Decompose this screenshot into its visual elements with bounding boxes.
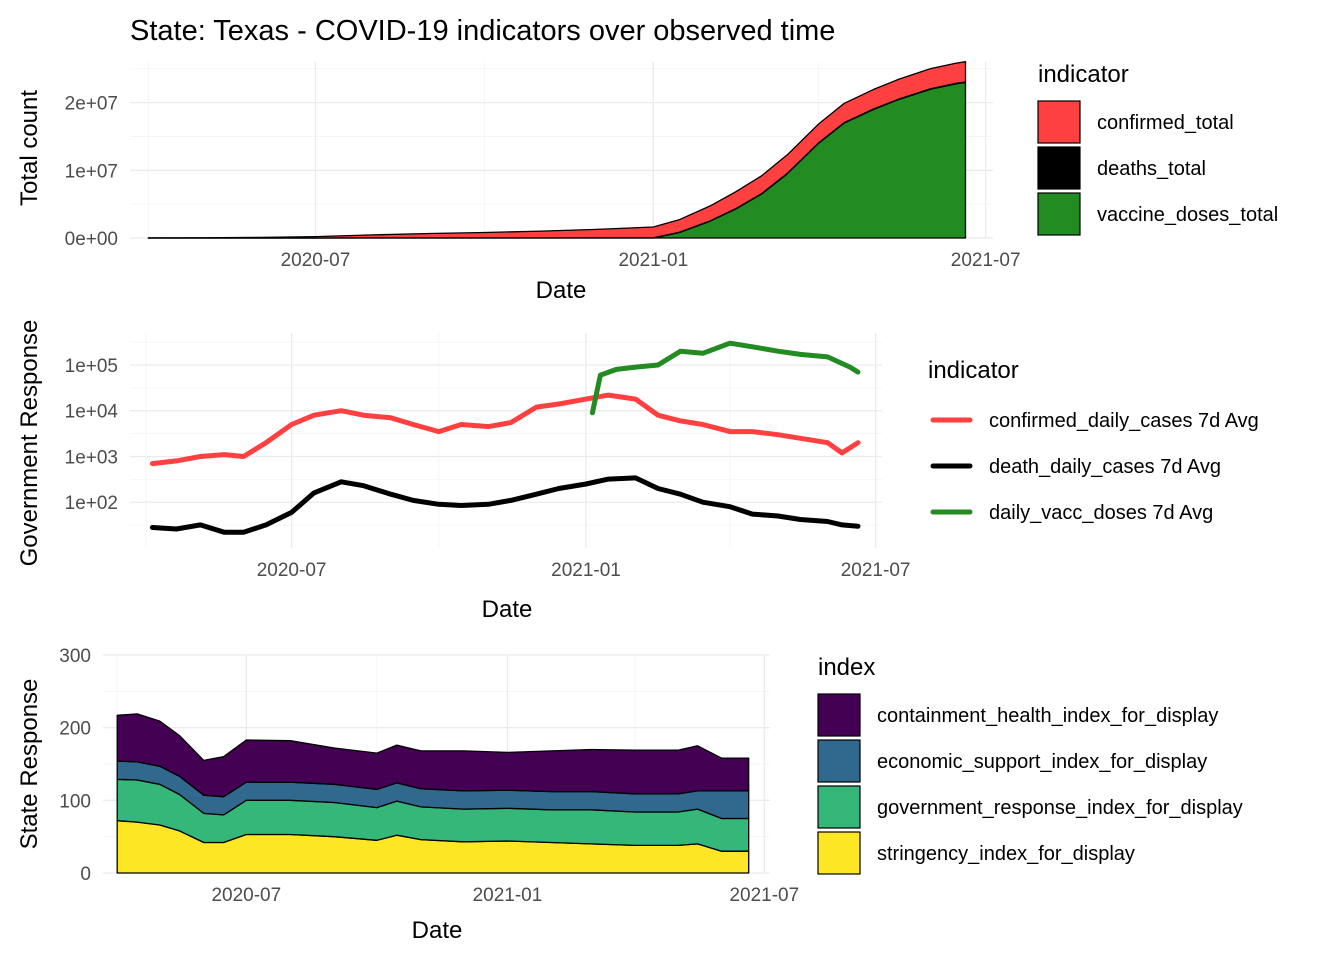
legend-label: economic_support_index_for_display (877, 751, 1207, 773)
panel1-legend-title: indicator (1038, 61, 1129, 88)
legend-key-swatch (817, 739, 861, 783)
x-tick-label: 2020-07 (211, 885, 281, 906)
y-tick-label: 300 (59, 646, 91, 667)
panel2-legend-title: indicator (928, 357, 1019, 384)
panel-government-response: 1e+02 1e+03 1e+04 1e+05 2020-07 2021-01 2021-0… (65, 333, 1259, 581)
x-tick-label: 2021-07 (729, 885, 799, 906)
y-tick-label: 100 (59, 791, 91, 812)
x-tick-label: 2021-07 (951, 250, 1021, 271)
line-confirmed-daily-cases-7d-avg (149, 392, 861, 467)
panel3-legend-title: index (818, 654, 875, 681)
y-tick-label: 200 (59, 719, 91, 740)
x-tick-label: 2021-01 (618, 250, 688, 271)
legend-label: government_response_index_for_display (877, 797, 1243, 819)
legend-key-swatch (817, 831, 861, 875)
x-tick-label: 2021-07 (841, 560, 911, 581)
panel2-y-axis-title: Government Response (16, 320, 43, 567)
y-tick-label: 1e+03 (65, 447, 118, 468)
panel-total-count: 0e+00 1e+07 2e+07 2020-07 2021-01 2021-07 conf… (65, 61, 1278, 271)
x-tick-label: 2020-07 (257, 560, 327, 581)
x-tick-label: 2021-01 (551, 560, 621, 581)
legend-label: daily_vacc_doses 7d Avg (989, 502, 1213, 524)
figure-title: State: Texas - COVID-19 indicators over … (130, 15, 835, 47)
panel1-x-axis-title: Date (536, 277, 587, 304)
panel-state-response: 0 100 200 300 2020-07 2021-01 2021-07 containme… (59, 646, 1243, 906)
y-tick-label: 1e+04 (65, 402, 119, 423)
y-tick-label: 0 (80, 864, 91, 885)
panel1-y-axis-title: Total count (16, 90, 43, 206)
panel3-x-axis-title: Date (412, 917, 463, 944)
panel3-y-axis-title: State Response (16, 679, 43, 850)
legend-label: stringency_index_for_display (877, 843, 1135, 865)
legend-key-swatch (1037, 146, 1081, 190)
legend-key-swatch (1037, 100, 1081, 144)
y-tick-label: 0e+00 (65, 229, 118, 250)
line-death-daily-cases-7d-avg (149, 475, 861, 535)
area-confirmed-total (147, 61, 967, 239)
y-tick-label: 1e+02 (65, 493, 118, 514)
y-tick-label: 1e+05 (65, 356, 118, 377)
y-tick-label: 1e+07 (65, 161, 118, 182)
legend-label: deaths_total (1097, 158, 1206, 180)
area-containment-health-index-for-display (116, 713, 750, 798)
x-tick-label: 2020-07 (281, 250, 351, 271)
legend-label: vaccine_doses_total (1097, 204, 1278, 226)
legend-label: confirmed_total (1097, 112, 1234, 134)
legend-key-swatch (817, 693, 861, 737)
y-tick-label: 2e+07 (65, 94, 118, 115)
legend-label: confirmed_daily_cases 7d Avg (989, 410, 1259, 432)
legend-key-swatch (817, 785, 861, 829)
legend-label: containment_health_index_for_display (877, 705, 1218, 727)
legend-key-swatch (1037, 192, 1081, 236)
x-tick-label: 2021-01 (473, 885, 543, 906)
legend-label: death_daily_cases 7d Avg (989, 456, 1221, 478)
panel2-x-axis-title: Date (482, 596, 533, 623)
line-daily-vacc-doses-7d-avg (589, 340, 861, 416)
